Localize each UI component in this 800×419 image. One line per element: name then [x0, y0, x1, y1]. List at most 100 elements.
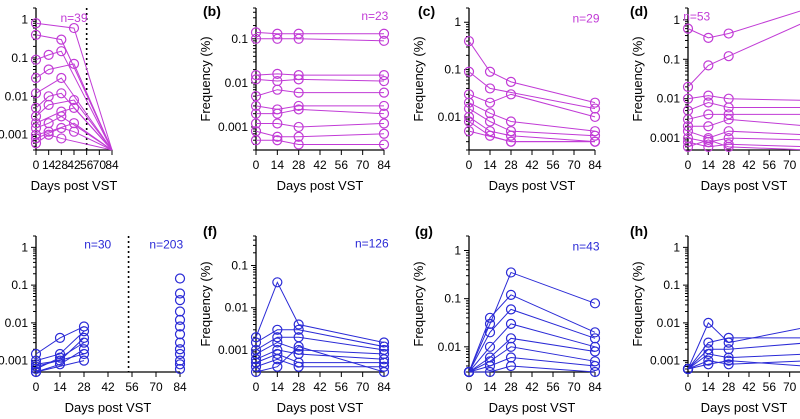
panel-f: 0.001 0.01 0.1 0 14 28 42 56 70 84 Days post VST Fr… [198, 223, 391, 415]
data-point [484, 83, 496, 94]
data-point [30, 88, 42, 99]
series-line [468, 93, 596, 118]
data-point [703, 348, 714, 360]
data-point [682, 93, 694, 104]
series-line [35, 127, 113, 151]
data-point [68, 22, 80, 34]
data-point [250, 74, 262, 85]
series-line [255, 78, 385, 82]
data-point [463, 116, 475, 127]
data-point [250, 135, 262, 146]
series-line [255, 341, 385, 355]
panel-g: 0.01 0.1 1 0 14 28 42 56 70 84 Days post VST Freque… [411, 223, 602, 415]
y-tick-label: 0.1 [444, 292, 461, 306]
data-point [56, 111, 67, 122]
data-point [78, 355, 90, 366]
data-point [703, 109, 714, 120]
n-annotation: n=126 [355, 237, 389, 251]
data-point [703, 134, 714, 146]
data-point [703, 121, 714, 132]
data-point [272, 28, 283, 39]
x-axis-label: Days post VST [701, 178, 788, 193]
x-tick-label: 14 [483, 158, 497, 172]
series-line [35, 99, 113, 151]
series-line [687, 10, 800, 39]
data-point [68, 102, 80, 113]
data-point [589, 360, 601, 372]
y-tick-label: 1 [673, 13, 680, 27]
data-point [723, 344, 734, 355]
y-axis-label: Frequency (%) [198, 261, 213, 346]
data-point [589, 103, 601, 114]
data-point [723, 126, 734, 137]
data-point [30, 355, 42, 366]
data-point [484, 116, 496, 127]
data-point [378, 70, 390, 81]
series-line [687, 95, 800, 101]
series-line [35, 63, 113, 151]
x-tick-label: 56 [80, 158, 94, 172]
data-point [250, 108, 262, 119]
y-axis-label: Frequency (%) [198, 36, 213, 121]
data-point [54, 355, 66, 366]
x-tick-label: 70 [567, 380, 581, 394]
data-point [378, 28, 390, 39]
y-tick-label: 0.01 [657, 316, 681, 330]
data-point [293, 104, 304, 115]
panel-label: (h) [630, 223, 648, 239]
y-tick-label: 0.001 [218, 343, 248, 357]
series-line [687, 23, 800, 88]
data-point [250, 354, 262, 365]
data-point [589, 97, 601, 108]
x-axis-label: Days post VST [489, 400, 576, 415]
data-point [272, 332, 283, 343]
data-point [378, 139, 390, 150]
data-point [43, 99, 54, 110]
data-point [682, 126, 694, 137]
series-line [256, 139, 384, 145]
data-point [682, 114, 694, 125]
data-point [56, 34, 67, 45]
x-tick-label: 42 [742, 380, 756, 394]
x-tick-label: 56 [125, 380, 139, 394]
series-line [468, 108, 596, 137]
data-point [463, 35, 475, 47]
x-tick-label: 0 [466, 158, 473, 172]
data-point [250, 91, 262, 102]
data-point [30, 29, 42, 40]
data-point [703, 90, 714, 101]
data-point [378, 75, 390, 87]
y-tick-label: 0.001 [650, 131, 680, 145]
series-line [35, 330, 85, 362]
x-tick-label: 56 [763, 380, 777, 394]
data-point [484, 97, 496, 108]
data-point [78, 321, 90, 332]
data-point [463, 366, 475, 378]
data-point [30, 366, 42, 378]
data-point [174, 306, 186, 317]
data-point [484, 312, 496, 323]
series-line [468, 308, 596, 373]
data-point [293, 341, 304, 352]
data-point [505, 318, 517, 329]
data-point [78, 348, 90, 360]
x-tick-label: 0 [685, 380, 692, 394]
x-tick-label: 14 [702, 158, 716, 172]
data-point [43, 64, 54, 75]
data-point [272, 361, 283, 372]
data-point [43, 49, 54, 61]
series-line [255, 31, 384, 35]
data-point [174, 355, 186, 366]
series-line [35, 134, 113, 151]
data-point [723, 141, 734, 152]
series-line [255, 358, 384, 368]
data-point [378, 354, 390, 365]
x-tick-label: 42 [313, 158, 327, 172]
x-tick-label: 14 [53, 380, 67, 394]
data-point [703, 97, 714, 108]
x-tick-label: 42 [525, 158, 539, 172]
data-point [682, 141, 694, 152]
panel-e: 0.001 0.01 0.1 1 0 14 28 42 56 70 84 Days post VST n… [0, 235, 187, 415]
series-line [35, 326, 85, 355]
panel-c: 0.01 0.1 1 0 14 28 42 56 70 84 Days post VST Freque… [411, 3, 602, 193]
